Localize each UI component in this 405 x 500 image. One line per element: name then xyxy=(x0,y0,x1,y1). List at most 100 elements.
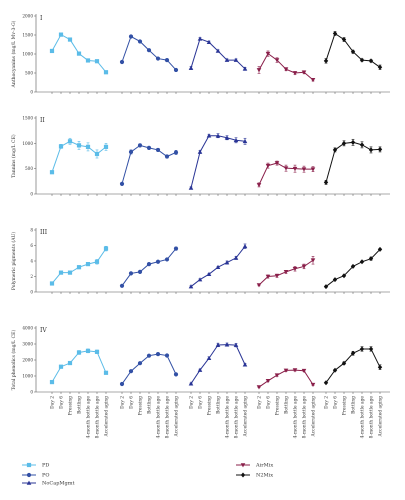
x-tick-label: Pressing xyxy=(343,396,348,415)
x-tick-label: Bottling xyxy=(148,396,153,414)
data-point-n2mix xyxy=(368,147,374,153)
data-point-n2mix xyxy=(332,367,338,373)
data-point-n2mix xyxy=(368,256,374,262)
series-line-nocapmgmt xyxy=(190,344,246,384)
data-point-pd xyxy=(58,270,64,275)
data-point-n2mix xyxy=(350,263,356,269)
legend-label: PO xyxy=(42,473,49,479)
data-point-nocapmgmt xyxy=(215,264,221,269)
data-point-airmix xyxy=(265,274,271,279)
y-tick-label: 500 xyxy=(25,71,33,76)
x-tick-label: Day 6 xyxy=(267,396,272,409)
x-tick-label: Day 6 xyxy=(60,396,65,409)
data-point-nocapmgmt xyxy=(197,367,203,372)
data-point-nocapmgmt xyxy=(224,135,230,140)
series-airmix: Day 2 Day 6 Pressing Bottling 4-month bottle… xyxy=(256,368,317,438)
series-nocapmgmt xyxy=(188,133,248,196)
legend-item-airmix: AirMix xyxy=(236,463,273,469)
series-line-n2mix xyxy=(325,141,381,183)
data-point-nocapmgmt xyxy=(233,342,239,347)
x-tick-label: Day 6 xyxy=(334,396,339,409)
data-point-n2mix xyxy=(359,259,365,265)
data-point-n2mix xyxy=(323,58,329,64)
data-point-pd xyxy=(94,259,100,264)
legend-item-po: PO xyxy=(22,473,49,479)
legend-marker xyxy=(240,463,246,468)
x-tick-label: Day 2 xyxy=(51,396,56,409)
data-point-nocapmgmt xyxy=(206,355,212,361)
data-point-nocapmgmt xyxy=(215,48,221,53)
y-tick-label: 500 xyxy=(25,166,33,171)
data-point-po xyxy=(173,67,179,73)
data-point-pd xyxy=(76,143,82,148)
data-point-airmix xyxy=(265,163,271,169)
data-point-po xyxy=(119,283,125,288)
data-point-nocapmgmt xyxy=(215,133,221,138)
x-tick-label: Day 2 xyxy=(258,396,263,409)
data-point-airmix xyxy=(301,70,307,75)
data-point-nocapmgmt xyxy=(233,137,239,143)
legend-item-n2mix: N2Mix xyxy=(236,472,273,479)
series-n2mix xyxy=(323,30,383,94)
data-point-airmix xyxy=(310,382,316,388)
data-point-nocapmgmt xyxy=(197,149,203,154)
data-point-n2mix xyxy=(359,346,365,352)
legend-label: NoCapMgmt xyxy=(42,481,74,487)
panel-ii: 0 500 1000 1500 Tannins (mg/L CE) II xyxy=(10,116,390,197)
series-line-airmix xyxy=(258,52,314,81)
data-point-n2mix xyxy=(359,57,365,63)
panel-label: III xyxy=(40,229,48,236)
data-point-pd xyxy=(103,70,109,75)
data-point-pd xyxy=(76,265,82,270)
data-point-n2mix xyxy=(377,246,383,252)
data-point-pd xyxy=(67,270,73,275)
y-tick-label: 3000 xyxy=(22,342,33,347)
series-airmix xyxy=(256,256,316,294)
y-tick-label: 1000 xyxy=(22,52,33,57)
data-point-po xyxy=(128,271,134,276)
data-point-airmix xyxy=(274,58,280,63)
y-tick-label: 1500 xyxy=(22,116,33,121)
x-tick-label: Day 2 xyxy=(190,396,195,409)
series-airmix xyxy=(256,160,316,196)
data-point-nocapmgmt xyxy=(233,57,239,62)
y-tick-label: 0 xyxy=(30,192,33,197)
x-tick-label: Day 6 xyxy=(130,396,135,409)
data-point-nocapmgmt xyxy=(242,362,248,367)
data-point-airmix xyxy=(256,183,262,188)
data-point-po xyxy=(155,351,161,357)
data-point-po xyxy=(146,48,152,53)
data-point-n2mix xyxy=(377,64,383,70)
x-tick-label: Accelerated aging xyxy=(379,396,384,438)
y-tick-label: 0 xyxy=(30,390,33,395)
data-point-nocapmgmt xyxy=(197,277,203,282)
series-line-nocapmgmt xyxy=(190,135,246,189)
data-point-po xyxy=(128,369,134,374)
legend-label: N2Mix xyxy=(256,473,273,479)
series-nocapmgmt: Day 2 Day 6 Pressing Bottling 4-month bottle… xyxy=(188,342,249,439)
data-point-po xyxy=(137,269,143,274)
data-point-po xyxy=(119,181,125,186)
panel-i: 0 500 1000 1500 2000 Anthocyanins (mg/L Mv-3-… xyxy=(10,14,390,95)
series-po: Day 2 Day 6 Pressing Bottling 4-month bottle… xyxy=(119,351,180,438)
data-point-nocapmgmt xyxy=(215,342,221,347)
data-point-airmix xyxy=(274,161,280,166)
data-point-airmix xyxy=(283,270,289,275)
legend-label: PD xyxy=(42,463,49,469)
data-point-pd xyxy=(49,170,55,175)
data-point-nocapmgmt xyxy=(206,39,212,45)
x-tick-label: Pressing xyxy=(139,396,144,415)
x-tick-label: 8-month bottle age xyxy=(370,396,375,439)
series-po xyxy=(119,34,179,94)
y-tick-label: 4 xyxy=(30,259,33,264)
legend-marker xyxy=(26,462,32,468)
data-point-airmix xyxy=(301,368,307,374)
x-tick-label: Day 2 xyxy=(121,396,126,409)
data-point-n2mix xyxy=(350,139,356,145)
x-tick-label: 8-month bottle age xyxy=(235,396,240,439)
data-point-po xyxy=(155,56,161,61)
y-tick-label: 1000 xyxy=(22,141,33,146)
data-point-po xyxy=(164,257,170,262)
data-point-n2mix xyxy=(341,360,347,366)
x-tick-label: Bottling xyxy=(78,396,83,414)
